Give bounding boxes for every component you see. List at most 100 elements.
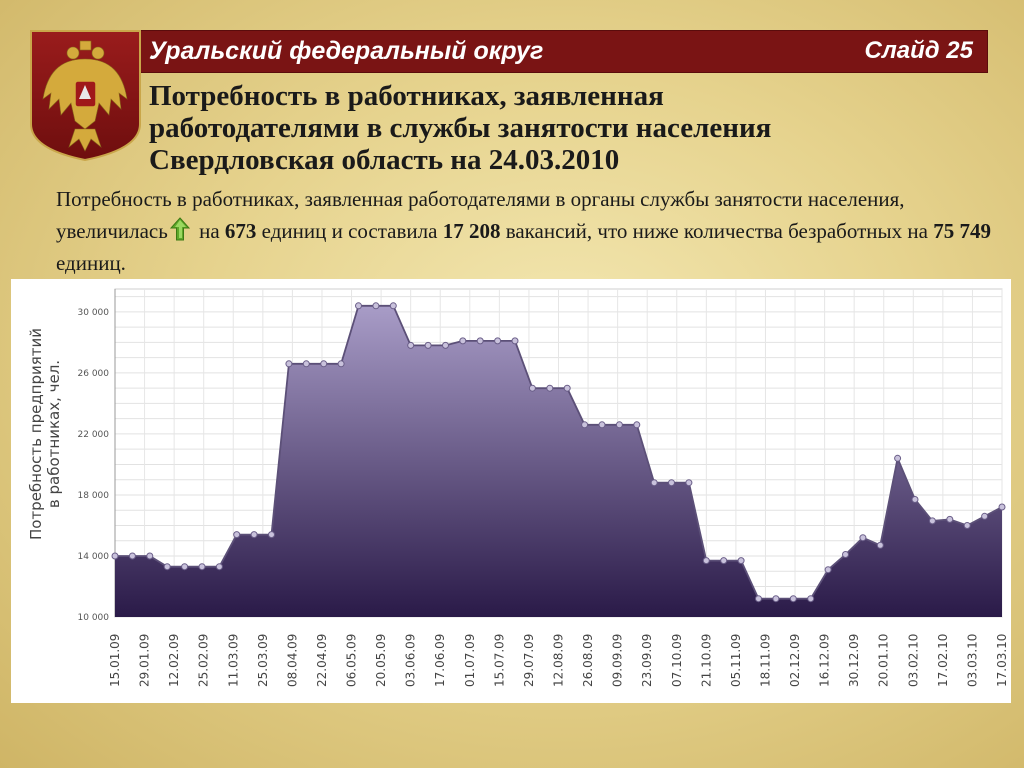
- data-point: [476, 337, 484, 345]
- x-tick-label: 12.02.09: [167, 634, 181, 687]
- data-point: [355, 302, 362, 310]
- data-point: [911, 496, 919, 503]
- description-part-2: на: [193, 219, 225, 243]
- data-point: [598, 421, 606, 429]
- increase-value: 673: [224, 219, 257, 243]
- data-point: [755, 595, 762, 603]
- data-point: [320, 360, 328, 368]
- x-tick-label: 20.05.09: [374, 634, 388, 687]
- data-point: [337, 360, 345, 368]
- data-point: [494, 337, 502, 345]
- x-axis-ticks: 15.01.09 29.01.09 12.02.09 25.02.09 11.03.09…: [108, 634, 1009, 687]
- x-tick-label: 23.09.09: [640, 634, 654, 687]
- y-axis-ticks: 10 000 14 000 18 000 22 000 26 000 30 000: [78, 308, 110, 623]
- data-point: [737, 557, 745, 565]
- description-part-4: вакансий, что ниже количества безработны…: [500, 219, 934, 243]
- data-point: [998, 503, 1006, 511]
- data-point: [128, 552, 136, 560]
- data-point: [668, 479, 675, 487]
- data-point: [528, 384, 536, 392]
- data-point: [876, 541, 884, 549]
- y-tick-label: 30 000: [78, 308, 110, 318]
- y-axis-label-line-2: в работниках, чел.: [45, 360, 63, 508]
- data-point: [163, 563, 171, 571]
- data-point: [772, 595, 780, 603]
- description-text: Потребность в работниках, заявленная раб…: [56, 183, 1006, 279]
- y-tick-label: 14 000: [78, 552, 110, 562]
- unemployed-gap-value: 75 749: [933, 219, 991, 243]
- y-tick-label: 18 000: [78, 491, 110, 501]
- total-vacancies-value: 17 208: [442, 219, 501, 243]
- x-tick-label: 20.01.10: [877, 634, 891, 687]
- data-point: [963, 522, 971, 529]
- data-point: [372, 302, 380, 310]
- x-tick-label: 01.07.09: [463, 634, 477, 687]
- x-tick-label: 15.07.09: [492, 634, 506, 687]
- data-point: [650, 479, 658, 487]
- data-point: [859, 534, 867, 542]
- data-point: [581, 421, 589, 429]
- data-point: [546, 384, 554, 392]
- title-line-2: работодателями в службы занятости населе…: [149, 112, 772, 144]
- data-point: [268, 531, 275, 539]
- x-tick-label: 25.02.09: [197, 634, 211, 687]
- data-point: [215, 563, 223, 571]
- data-point: [424, 341, 432, 349]
- data-point: [807, 595, 815, 603]
- data-point: [181, 563, 189, 571]
- data-point: [233, 531, 241, 539]
- x-tick-label: 30.12.09: [847, 634, 861, 687]
- x-tick-label: 17.02.10: [936, 634, 950, 687]
- x-tick-label: 12.08.09: [552, 634, 566, 687]
- x-tick-label: 17.03.10: [995, 634, 1009, 687]
- title-line-3: Свердловская область на 24.03.2010: [149, 144, 620, 176]
- data-point: [789, 595, 797, 603]
- slide-number: Слайд 25: [864, 37, 973, 64]
- data-point: [442, 341, 449, 349]
- data-point: [563, 384, 571, 392]
- data-point: [111, 552, 119, 560]
- data-point: [702, 557, 710, 565]
- x-tick-label: 05.11.09: [729, 634, 743, 687]
- data-point: [946, 515, 954, 523]
- header-bar: Уральский федеральный округ Слайд 25: [140, 30, 988, 73]
- data-point: [928, 517, 936, 525]
- data-point: [198, 563, 206, 571]
- chart-panel: 10 000 14 000 18 000 22 000 26 000 30 000 15.…: [11, 279, 1011, 703]
- y-tick-label: 22 000: [78, 430, 110, 440]
- description-part-3: единиц и составила: [256, 219, 443, 243]
- series-area: [115, 305, 1002, 617]
- x-tick-label: 03.02.10: [906, 634, 920, 687]
- data-point: [459, 337, 467, 345]
- data-point: [824, 566, 832, 574]
- x-tick-label: 07.10.09: [670, 634, 684, 687]
- title-line-1: Потребность в работниках, заявленная: [149, 80, 664, 112]
- data-point: [720, 557, 728, 565]
- y-tick-label: 10 000: [78, 613, 110, 623]
- x-tick-label: 25.03.09: [256, 634, 270, 687]
- x-tick-label: 03.06.09: [404, 634, 418, 687]
- series-line: [115, 304, 1003, 600]
- coat-of-arms-icon: [30, 30, 141, 162]
- data-point: [981, 512, 989, 520]
- data-point: [302, 360, 310, 368]
- x-tick-label: 26.08.09: [581, 634, 595, 687]
- description-part-1: Потребность в работниках, заявленная раб…: [56, 187, 905, 243]
- data-point: [146, 552, 154, 560]
- description-part-5: единиц.: [56, 251, 126, 275]
- x-tick-label: 09.09.09: [611, 634, 625, 687]
- x-tick-label: 08.04.09: [285, 634, 299, 687]
- page-title: Потребность в работниках, заявленная раб…: [149, 80, 1009, 176]
- data-point: [511, 337, 519, 345]
- data-point: [389, 302, 397, 310]
- x-tick-label: 21.10.09: [699, 634, 713, 687]
- data-point: [615, 421, 623, 429]
- x-tick-label: 18.11.09: [759, 634, 773, 687]
- chart-plot: [111, 302, 1006, 617]
- x-tick-label: 22.04.09: [315, 634, 329, 687]
- data-point: [842, 551, 849, 558]
- data-point: [407, 341, 415, 349]
- y-tick-label: 26 000: [78, 369, 110, 379]
- green-up-arrow-icon: [169, 217, 190, 241]
- x-tick-label: 29.01.09: [138, 634, 152, 687]
